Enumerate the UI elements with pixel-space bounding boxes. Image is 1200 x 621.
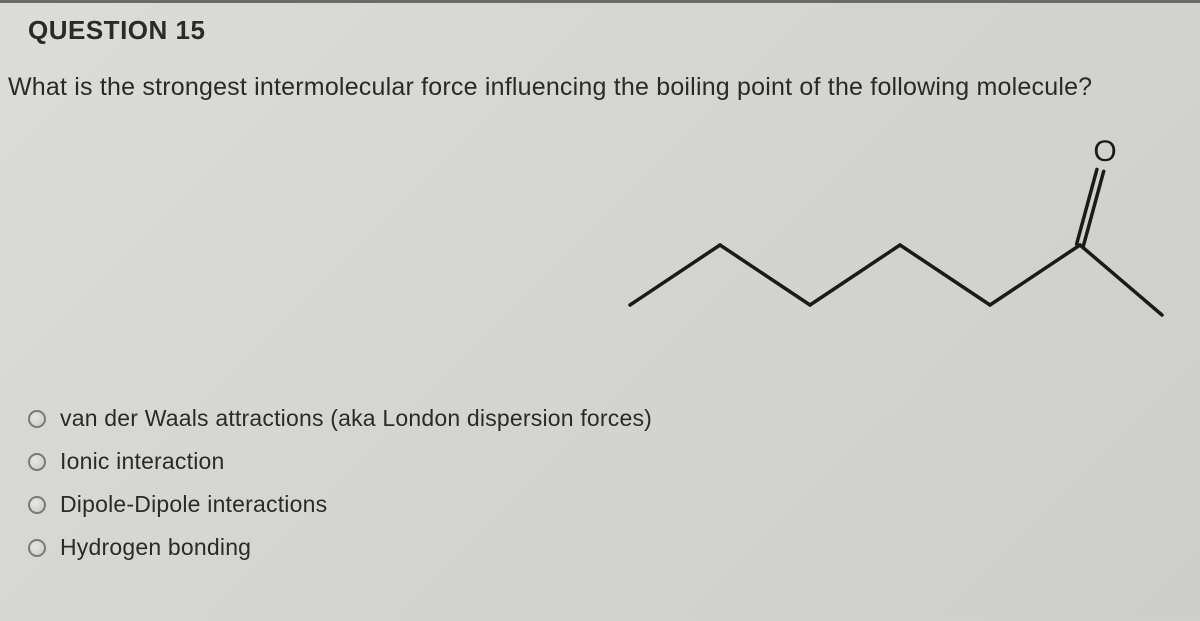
option-c[interactable]: Dipole-Dipole interactions	[28, 491, 1200, 518]
option-label: Hydrogen bonding	[60, 534, 251, 561]
radio-icon	[28, 410, 46, 428]
radio-icon	[28, 453, 46, 471]
question-header: QUESTION 15	[0, 15, 1200, 70]
quiz-container: QUESTION 15 What is the strongest interm…	[0, 0, 1200, 621]
option-d[interactable]: Hydrogen bonding	[28, 534, 1200, 561]
options-list: van der Waals attractions (aka London di…	[0, 405, 1200, 561]
option-label: Ionic interaction	[60, 448, 225, 475]
option-label: Dipole-Dipole interactions	[60, 491, 327, 518]
radio-icon	[28, 539, 46, 557]
option-b[interactable]: Ionic interaction	[28, 448, 1200, 475]
svg-text:O: O	[1093, 135, 1116, 168]
question-prompt: What is the strongest intermolecular for…	[0, 70, 1200, 105]
molecule-figure: O	[0, 105, 1200, 405]
radio-icon	[28, 496, 46, 514]
molecule-svg: O	[610, 105, 1170, 385]
option-label: van der Waals attractions (aka London di…	[60, 405, 652, 432]
option-a[interactable]: van der Waals attractions (aka London di…	[28, 405, 1200, 432]
